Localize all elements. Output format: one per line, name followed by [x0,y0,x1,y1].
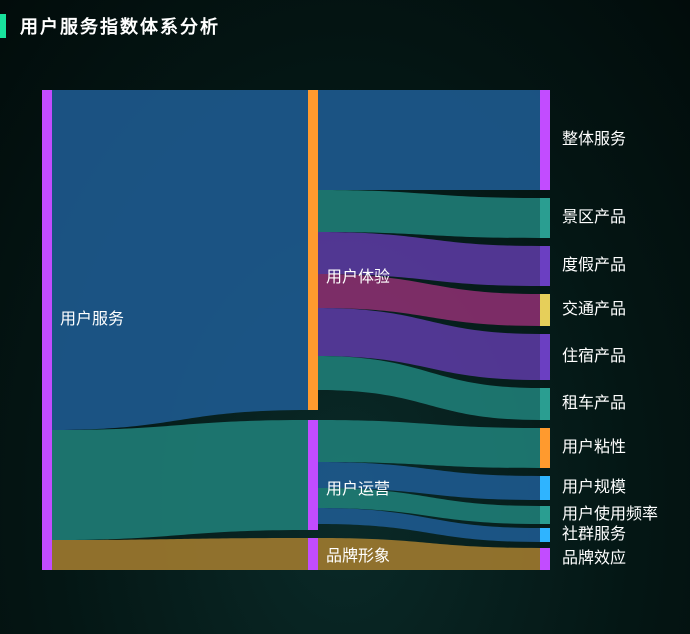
sankey-label-hotel: 住宿产品 [562,347,626,365]
sankey-label-root: 用户服务 [60,310,124,328]
title-accent [0,14,6,38]
sankey-node-brand [308,538,318,570]
sankey-node-community [540,528,550,542]
title-bar: 用户服务指数体系分析 [0,12,220,40]
sankey-label-car: 租车产品 [562,394,626,412]
sankey-chart: 用户服务 用户体验用户运营品牌形象 整体服务景区产品度假产品交通产品住宿产品租车产品… [0,60,690,620]
sankey-flow [318,90,540,190]
sankey-flow [52,90,308,430]
sankey-label-traffic: 交通产品 [562,300,626,318]
sankey-node-root [42,90,52,570]
sankey-flow [52,538,308,570]
sankey-label-ops: 用户运营 [326,480,390,498]
sankey-label-svc: 整体服务 [562,130,626,148]
sankey-node-scale [540,476,550,500]
sankey-label-freq: 用户使用频率 [562,505,658,523]
sankey-node-brandfx [540,548,550,570]
sankey-node-sticky [540,428,550,468]
sankey-flow [318,190,540,238]
sankey-label-vacation: 度假产品 [562,256,626,274]
sankey-label-scale: 用户规模 [562,478,626,496]
page-title: 用户服务指数体系分析 [20,13,220,39]
sankey-node-freq [540,506,550,524]
sankey-node-vacation [540,246,550,286]
sankey-label-scenic: 景区产品 [562,208,626,226]
sankey-label-ux: 用户体验 [326,268,390,286]
sankey-node-svc [540,90,550,190]
sankey-label-brandfx: 品牌效应 [562,548,626,567]
sankey-node-hotel [540,334,550,380]
sankey-flow [318,420,540,468]
sankey-label-brand: 品牌形象 [326,547,390,565]
sankey-node-ops [308,420,318,530]
sankey-flow [52,420,308,540]
sankey-label-sticky: 用户粘性 [562,438,626,456]
sankey-label-community: 社群服务 [562,525,626,543]
sankey-node-ux [308,90,318,410]
sankey-node-scenic [540,198,550,238]
sankey-node-car [540,388,550,420]
sankey-node-traffic [540,294,550,326]
